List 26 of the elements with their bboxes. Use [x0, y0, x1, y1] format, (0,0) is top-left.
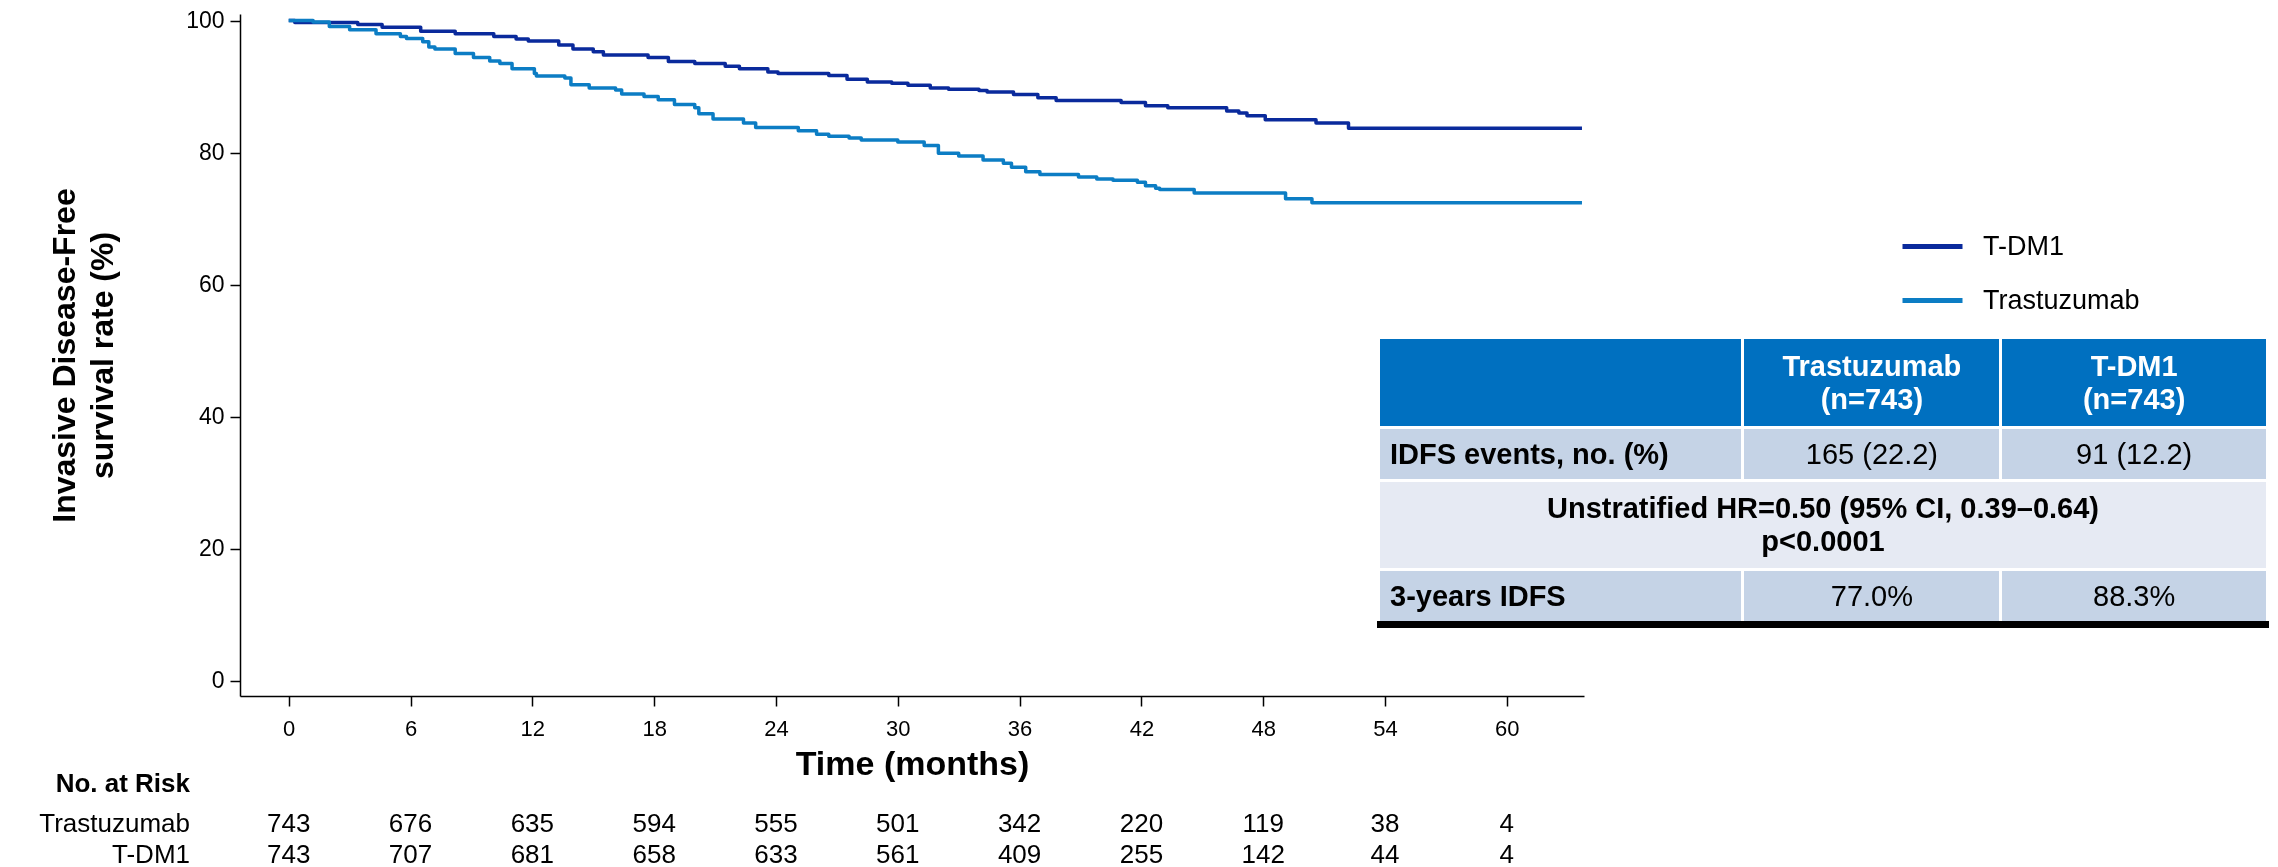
y-tick-label: 100: [186, 7, 225, 34]
x-tick-label: 60: [1495, 715, 1520, 741]
text: No. at Risk: [55, 768, 190, 799]
y-tick-label: 40: [198, 403, 225, 430]
x-tick-label: 6: [404, 715, 418, 741]
x-axis-title: Time (months): [795, 743, 1030, 782]
summary-table: Trastuzumab (n=743) T-DM1 (n=743) IDFS events, no. (%) 165 (22.2) 91 (12.2) Unstratified HR=0.50 (95% CI, 0.39–0.64) p<0.0001 3-years IDFS 77.0% 88.3%: [1377, 336, 2269, 628]
text: T-DM1 743 707 681 658 633 561 409 255 142 44 4: [112, 839, 1515, 867]
x-tick-label: 24: [764, 715, 789, 741]
legend-label: T-DM1: [1983, 230, 2064, 261]
y-tick-label: 80: [198, 139, 225, 166]
x-tick-label: 48: [1251, 715, 1276, 741]
y-tick-label: 0: [211, 667, 225, 694]
x-tick-label: 30: [886, 715, 911, 741]
x-tick-label: 18: [642, 715, 667, 741]
annotation: Unstratified HR=0.50 (95% CI, 0.39–0.64) p<0.0001: [1545, 492, 2101, 558]
y-tick-label: 60: [198, 271, 225, 298]
y-axis-title: Invasive Disease-Free survival rate (%): [46, 188, 121, 523]
x-tick-label: 54: [1373, 715, 1398, 741]
y-tick-label: 20: [198, 535, 225, 562]
x-tick-label: 36: [1007, 715, 1033, 741]
x-tick-label: 12: [520, 715, 546, 741]
x-tick-label: 42: [1129, 715, 1155, 741]
text: Trastuzumab 743 676 635 594 555 501 342 220 119 38 4: [39, 808, 1515, 838]
x-tick-label: 0: [283, 715, 296, 741]
legend-label: Trastuzumab: [1983, 284, 2140, 315]
